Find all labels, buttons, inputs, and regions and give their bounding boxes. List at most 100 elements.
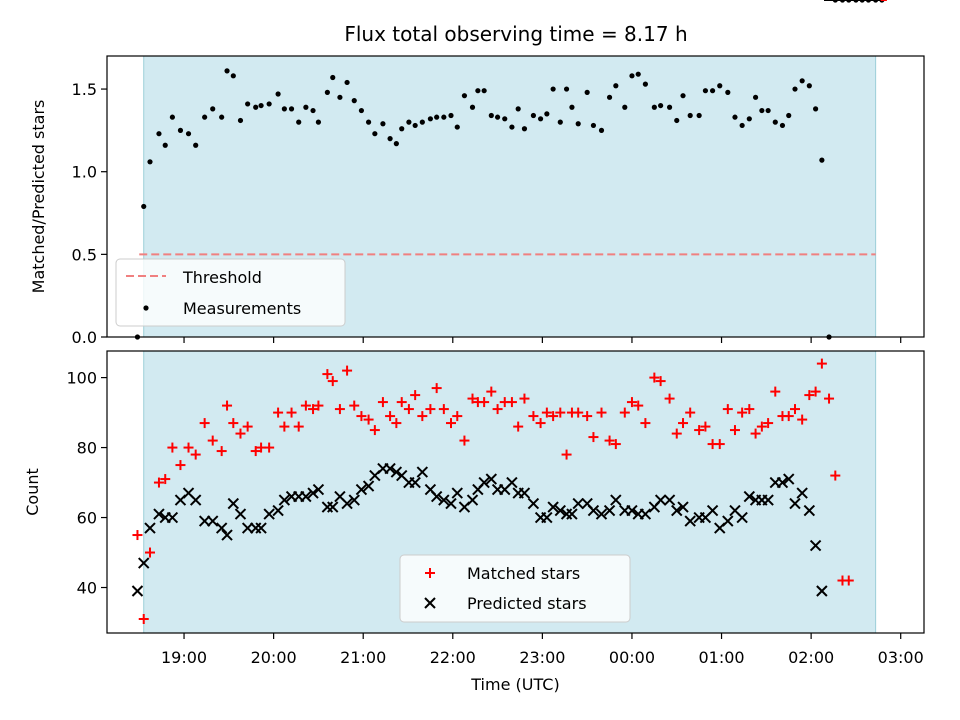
matched-star-point — [770, 386, 781, 397]
matched-star-point — [492, 404, 503, 415]
matched-star-point — [446, 418, 456, 429]
matched-star-point — [438, 404, 449, 415]
matched-star-point — [452, 411, 463, 422]
measurement-point — [502, 116, 508, 122]
top-axes-frame — [106, 55, 925, 338]
measurement-point — [772, 119, 778, 125]
matched-star-point — [479, 397, 490, 408]
matched-star-point — [655, 376, 666, 387]
measurement-point — [544, 111, 550, 117]
predicted-star-point — [278, 494, 291, 506]
y-tick-label: 60 — [77, 509, 97, 528]
matched-star-point — [685, 407, 696, 418]
x-tick-label: 02:00 — [788, 648, 834, 667]
measurement-point — [434, 114, 440, 120]
matched-star-point — [737, 407, 748, 418]
predicted-star-point — [809, 539, 822, 552]
measurement-point — [372, 131, 378, 137]
measurement-point — [725, 89, 731, 95]
measurement-point — [799, 78, 805, 84]
predicted-star-point — [527, 497, 540, 510]
predicted-star-point — [355, 483, 368, 496]
predicted-star-point — [438, 494, 450, 506]
matched-star-point — [377, 397, 388, 408]
measurement-point — [337, 94, 343, 100]
measurement-point — [258, 102, 264, 109]
matched-star-point — [722, 404, 733, 415]
top-y-ticks: 0.0 0.5 1.0 1.5 — [72, 80, 107, 347]
matched-star-point — [264, 442, 275, 453]
matched-star-point — [513, 421, 524, 432]
predicted-star-point — [518, 487, 531, 499]
matched-star-point — [619, 407, 630, 418]
matched-star-point — [750, 428, 761, 439]
matched-star-point — [342, 365, 353, 376]
measurement-point — [765, 107, 771, 114]
matched-star-point — [242, 421, 253, 432]
matched-star-point — [561, 449, 572, 460]
matched-star-point — [132, 530, 143, 541]
matched-star-point — [535, 418, 546, 429]
measurement-point — [427, 116, 433, 122]
legend-label-threshold: Threshold — [182, 268, 262, 287]
measurement-point — [358, 107, 365, 114]
predicted-star-point — [595, 508, 608, 520]
matched-star-point — [678, 418, 689, 429]
measurement-point — [441, 114, 447, 120]
predicted-star-point — [547, 501, 559, 513]
measurement-point — [696, 112, 702, 119]
predicted-star-point — [416, 466, 429, 478]
legend-x-marker — [424, 597, 436, 609]
measurement-point — [266, 101, 272, 107]
predicted-star-point — [215, 522, 228, 534]
matched-star-point — [459, 435, 470, 446]
measurement-point — [202, 114, 208, 120]
matched-star-point — [410, 390, 421, 401]
measurement-point — [380, 121, 386, 127]
matched-star-point — [541, 407, 552, 418]
measurement-point — [351, 98, 357, 104]
matched-star-point — [391, 418, 402, 429]
measurement-point — [521, 126, 528, 132]
measurement-point — [598, 127, 605, 133]
measurement-point — [819, 157, 825, 163]
measurement-point — [752, 94, 759, 100]
measurement-point — [448, 112, 454, 119]
measurement-point — [324, 89, 330, 95]
measurement-point — [666, 104, 673, 110]
matched-star-point — [714, 439, 725, 450]
ratio-panel: 0.0 0.5 1.0 1.5 Matched/Predicted stars Thr… — [29, 0, 925, 347]
matched-star-point — [810, 386, 821, 397]
predicted-star-point — [131, 585, 144, 597]
matched-star-point — [385, 411, 396, 422]
measurement-point — [590, 122, 597, 129]
predicted-star-point — [272, 504, 284, 517]
predicted-star-point — [445, 497, 457, 510]
predicted-star-point — [327, 501, 339, 513]
measurement-point — [530, 112, 537, 119]
matched-star-point — [279, 421, 290, 432]
measurement-point — [224, 68, 230, 74]
matched-star-point — [797, 414, 808, 425]
y-tick-label: 1.5 — [72, 80, 97, 99]
matched-star-point — [403, 404, 414, 415]
predicted-star-point — [541, 511, 553, 524]
measurement-point — [147, 159, 153, 165]
predicted-star-point — [384, 462, 396, 475]
matched-star-point — [626, 397, 637, 408]
top-legend-box — [115, 258, 346, 327]
matched-star-point — [824, 393, 835, 404]
predicted-star-point — [626, 504, 638, 517]
predicted-star-point — [221, 529, 233, 541]
measurement-point — [281, 106, 287, 112]
measurement-point — [813, 106, 819, 112]
matched-star-point — [363, 414, 374, 425]
measurement-point — [330, 74, 336, 81]
x-tick-label: 01:00 — [698, 648, 744, 667]
predicted-star-point — [362, 480, 375, 492]
predicted-star-point — [776, 476, 789, 489]
predicted-star-point — [796, 487, 808, 499]
legend-label-predicted: Predicted stars — [467, 594, 587, 613]
predicted-star-point — [312, 483, 325, 496]
